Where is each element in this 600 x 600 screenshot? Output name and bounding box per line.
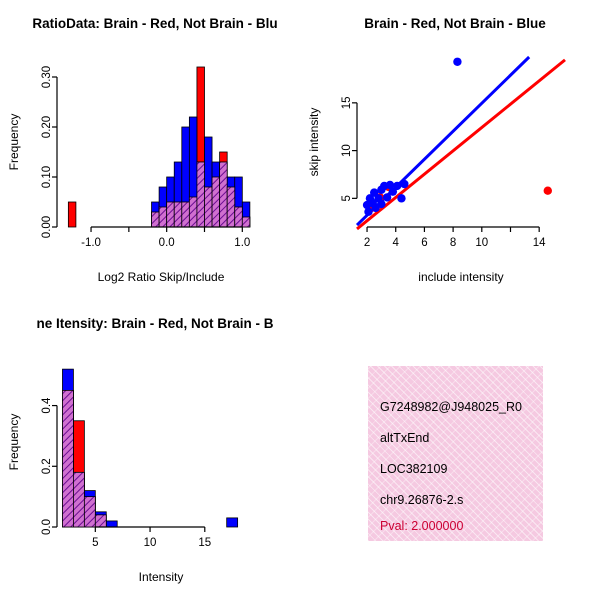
svg-text:0.0: 0.0 [159,237,175,249]
intensity-scatter-plot: 2 4 6 8 10 14 5 10 15 [341,55,566,249]
chromosome-location-text: chr9.26876-2.s [380,493,464,507]
svg-text:6: 6 [421,237,427,249]
gene-intensity-title: ne Itensity: Brain - Red, Not Brain - B [36,316,274,331]
panel-intensity-scatter: Brain - Red, Not Brain - Blue skip inten… [300,0,600,300]
scatter-xlabel: include intensity [418,270,504,284]
svg-text:0.00: 0.00 [41,216,53,238]
svg-text:0.30: 0.30 [41,66,53,88]
ratio-histogram-title: RatioData: Brain - Red, Not Brain - Blu [32,16,278,31]
svg-text:10: 10 [144,537,157,549]
svg-text:10: 10 [341,144,353,157]
gene-info-box: G7248982@J948025_R0 altTxEnd LOC382109 c… [368,366,543,541]
svg-text:1.0: 1.0 [234,237,250,249]
svg-text:15: 15 [341,96,353,109]
svg-text:4: 4 [393,237,400,249]
ratio-histogram-plot: -1.0 0.0 1.0 0.00 0.10 0.20 0.30 [41,66,250,249]
svg-text:14: 14 [533,237,546,249]
svg-text:8: 8 [450,237,456,249]
svg-text:5: 5 [92,537,98,549]
event-type-text: altTxEnd [380,431,430,445]
svg-text:0.4: 0.4 [41,397,53,414]
svg-text:15: 15 [198,537,211,549]
gene-intensity-plot: 5 10 15 0.0 0.2 0.4 [41,368,239,549]
svg-text:0.20: 0.20 [41,116,53,138]
gene-intensity-xlabel: Intensity [138,570,184,584]
ratio-histogram-xlabel: Log2 Ratio Skip/Include [97,270,225,284]
pval-text: Pval: 2.000000 [380,519,464,533]
svg-text:10: 10 [475,237,488,249]
svg-text:2: 2 [364,237,370,249]
svg-text:0.10: 0.10 [41,166,53,188]
panel-ratio-histogram: RatioData: Brain - Red, Not Brain - Blu … [0,0,300,300]
panel-info-box: G7248982@J948025_R0 altTxEnd LOC382109 c… [300,300,600,600]
scatter-title: Brain - Red, Not Brain - Blue [364,16,546,31]
panel-gene-intensity-histogram: ne Itensity: Brain - Red, Not Brain - B … [0,300,300,600]
probe-id-text: G7248982@J948025_R0 [380,400,522,414]
svg-text:5: 5 [341,195,353,201]
gene-symbol-text: LOC382109 [380,462,448,476]
svg-text:0.0: 0.0 [41,519,53,535]
svg-text:-1.0: -1.0 [81,237,101,249]
svg-text:0.2: 0.2 [41,458,53,474]
